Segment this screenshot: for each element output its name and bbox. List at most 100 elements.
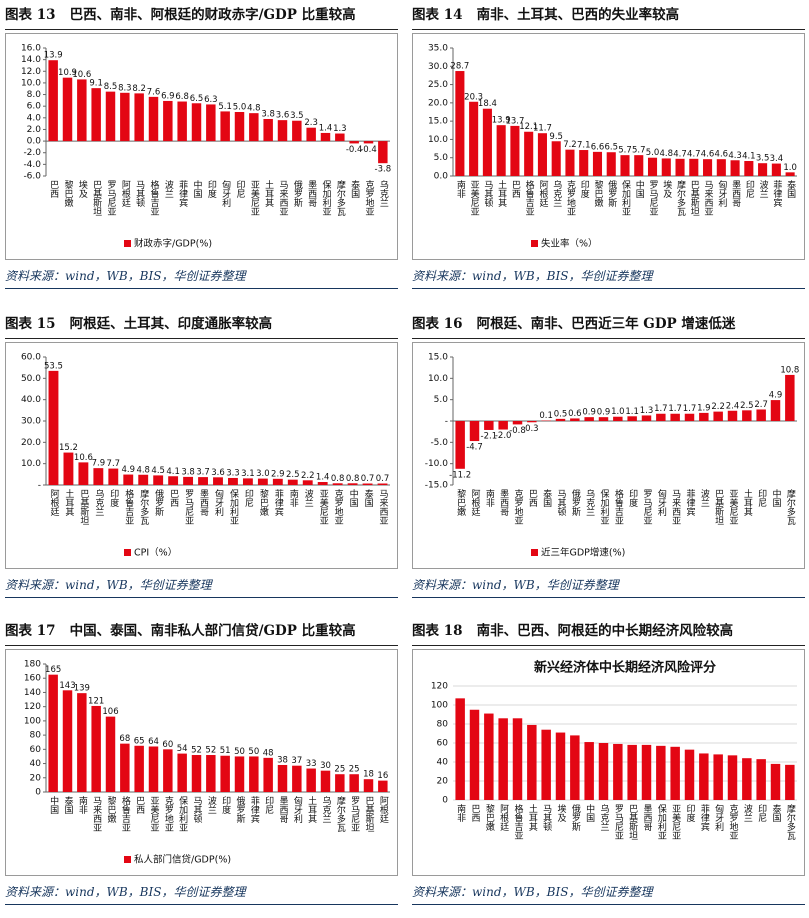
y-tick-label: 120 bbox=[431, 682, 448, 692]
bar bbox=[685, 750, 694, 800]
bar bbox=[306, 769, 315, 792]
data-label: 139 bbox=[74, 684, 90, 694]
x-tick-label: 黎巴嫩 bbox=[592, 179, 603, 208]
bar bbox=[163, 101, 172, 141]
data-label: 10.8 bbox=[780, 365, 799, 375]
data-label: 0.8 bbox=[331, 474, 345, 484]
data-label: 1.7 bbox=[668, 404, 682, 414]
bar bbox=[93, 468, 103, 485]
x-tick-label: 埃及 bbox=[661, 179, 672, 199]
data-label: 4.1 bbox=[166, 467, 180, 477]
bar bbox=[292, 766, 301, 792]
bar bbox=[168, 476, 178, 485]
x-tick-label: 保加利亚 bbox=[321, 179, 332, 216]
x-tick-label: 马其顿 bbox=[192, 796, 203, 824]
bar bbox=[613, 417, 622, 421]
bar bbox=[497, 125, 506, 176]
x-tick-label: 阿根廷 bbox=[120, 180, 131, 207]
source-note: 资料来源：wind，WB，华创证券整理 bbox=[412, 573, 805, 598]
data-label: 7.2 bbox=[563, 140, 577, 150]
data-label: 4.8 bbox=[660, 149, 674, 159]
chart: 020406080100120140160180165中国143泰国139南非1… bbox=[5, 649, 398, 876]
y-tick-label: 100 bbox=[431, 701, 448, 711]
figure-heading: 图表 15 阿根廷、土耳其、印度通胀率较高 bbox=[5, 311, 398, 339]
bar bbox=[278, 120, 287, 141]
x-tick-label: 马其顿 bbox=[541, 804, 552, 832]
x-tick-label: 摩尔多瓦 bbox=[675, 179, 686, 217]
data-label: 4.9 bbox=[121, 465, 135, 475]
data-label: 52 bbox=[205, 746, 216, 756]
x-tick-label: 保加利亚 bbox=[620, 179, 631, 216]
data-label: 3.5 bbox=[290, 111, 304, 121]
x-tick-label: 罗马尼亚 bbox=[349, 796, 360, 832]
x-tick-label: 亚美尼亚 bbox=[469, 180, 480, 216]
bar bbox=[49, 371, 59, 485]
y-tick-label: 80 bbox=[437, 720, 449, 730]
bar bbox=[607, 152, 616, 176]
bar bbox=[593, 152, 602, 176]
legend-label: 失业率（%） bbox=[541, 238, 598, 250]
x-tick-label: 南非 bbox=[484, 488, 495, 508]
data-label: 2.3 bbox=[304, 118, 318, 128]
x-tick-label: 马其顿 bbox=[134, 180, 145, 208]
data-label: 5.1 bbox=[218, 102, 232, 112]
data-label: 53.5 bbox=[44, 361, 63, 371]
data-label: 4.5 bbox=[151, 466, 165, 476]
bar bbox=[288, 480, 298, 485]
bar bbox=[177, 754, 186, 792]
x-tick-label: 印尼 bbox=[756, 488, 767, 508]
y-tick-label: 20.0 bbox=[428, 98, 448, 108]
x-tick-label: 巴西 bbox=[527, 489, 538, 508]
x-tick-label: 印度 bbox=[206, 179, 217, 199]
y-tick-label: 35.0 bbox=[428, 44, 448, 54]
y-tick-label: -5.0 bbox=[430, 438, 448, 448]
x-tick-label: 罗马尼亚 bbox=[183, 489, 194, 525]
x-tick-label: 马来西亚 bbox=[278, 180, 289, 216]
bar bbox=[634, 155, 643, 176]
bar bbox=[106, 717, 115, 792]
x-tick-label: 摩尔多瓦 bbox=[138, 488, 149, 526]
y-tick-label: 60.0 bbox=[21, 353, 41, 363]
bar bbox=[685, 414, 694, 421]
y-tick-label: 60 bbox=[437, 739, 449, 749]
data-label: 6.5 bbox=[190, 94, 204, 104]
x-tick-label: 印度 bbox=[220, 795, 231, 815]
data-label: 3.8 bbox=[181, 467, 195, 477]
bar bbox=[91, 88, 100, 141]
bar bbox=[584, 742, 593, 800]
bar bbox=[349, 141, 358, 143]
bar bbox=[642, 415, 651, 421]
data-label: 0.1 bbox=[539, 411, 553, 421]
legend-swatch bbox=[531, 240, 538, 247]
data-label: 2.5 bbox=[740, 401, 754, 411]
x-tick-label: 阿根廷 bbox=[378, 796, 389, 823]
y-tick-label: -10.0 bbox=[425, 459, 449, 469]
bar bbox=[63, 78, 72, 141]
data-label: 3.3 bbox=[226, 468, 240, 478]
data-label: 1.7 bbox=[683, 404, 697, 414]
data-label: 7.6 bbox=[147, 87, 161, 97]
bar bbox=[510, 126, 519, 176]
data-label: 106 bbox=[102, 707, 118, 717]
data-label: 7.9 bbox=[92, 459, 106, 469]
data-label: 3.1 bbox=[241, 469, 255, 479]
bar bbox=[63, 690, 72, 792]
y-tick-label: 6.0 bbox=[27, 102, 42, 112]
x-tick-label: 巴西 bbox=[134, 796, 145, 815]
x-tick-label: 中国 bbox=[48, 795, 59, 815]
bar bbox=[584, 417, 593, 421]
bar bbox=[484, 714, 493, 800]
x-tick-label: 乌克兰 bbox=[584, 488, 595, 516]
bar bbox=[48, 60, 57, 141]
data-label: 3.4 bbox=[770, 154, 784, 164]
data-label: 4.7 bbox=[673, 149, 687, 159]
x-tick-label: 俄罗斯 bbox=[570, 488, 581, 517]
bar bbox=[263, 119, 272, 141]
data-label: 4.6 bbox=[701, 150, 715, 160]
x-tick-label: 埃及 bbox=[556, 803, 567, 823]
x-tick-label: 菲律宾 bbox=[249, 795, 259, 824]
bar bbox=[149, 97, 158, 141]
chart: 0.05.010.015.020.025.030.035.028.7南非20.3… bbox=[412, 33, 805, 260]
bar bbox=[292, 121, 301, 141]
x-tick-label: 亚美尼亚 bbox=[728, 489, 739, 525]
